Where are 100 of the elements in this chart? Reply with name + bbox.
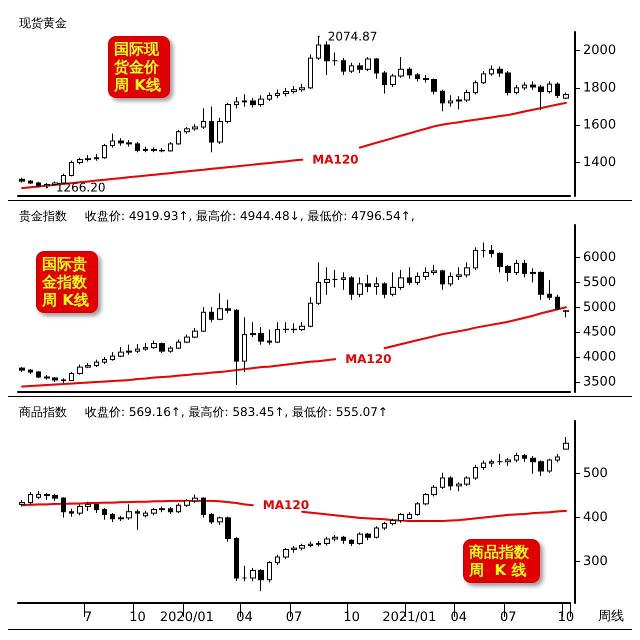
- y-tick-label: 300: [583, 554, 608, 569]
- candlestick: [217, 117, 223, 144]
- x-tick-label: 2021/01: [382, 610, 436, 625]
- candlestick: [390, 73, 396, 88]
- candlestick: [448, 476, 453, 491]
- candlestick: [209, 106, 214, 153]
- candlestick: [250, 322, 256, 338]
- candlestick: [52, 376, 58, 383]
- candlestick: [36, 370, 41, 379]
- candlestick: [36, 490, 41, 500]
- candlestick: [464, 262, 470, 278]
- candlestick: [440, 472, 445, 490]
- chart-subtitle: 收盘价: 4919.93↑, 最高价: 4944.48↓, 最低价: 4796.54↑,: [85, 209, 415, 223]
- candlestick: [473, 464, 478, 480]
- candlestick: [522, 82, 527, 90]
- candlestick: [489, 244, 494, 258]
- annotation: 国际贵金指数周 K线: [36, 251, 98, 313]
- candlestick: [547, 458, 552, 474]
- chart-title: 贵金指数: [19, 209, 67, 223]
- candlestick: [225, 299, 231, 314]
- candlestick: [61, 496, 66, 518]
- candlestick: [258, 326, 264, 346]
- chart-subtitle: 收盘价: 569.16↑, 最高价: 583.45↑, 最低价: 555.07↑: [85, 405, 388, 419]
- y-tick-label: 4000: [583, 350, 616, 365]
- candlestick: [497, 453, 503, 466]
- candlestick: [77, 504, 83, 516]
- candlestick: [28, 492, 33, 505]
- candlestick: [85, 362, 91, 369]
- candlestick: [168, 346, 173, 354]
- y-tick-label: 5000: [583, 300, 616, 315]
- candlestick: [489, 459, 494, 468]
- candlestick: [28, 180, 33, 185]
- candlestick: [19, 177, 25, 184]
- candlestick: [324, 536, 330, 546]
- candlestick: [258, 94, 264, 108]
- candlestick: [505, 457, 511, 466]
- candlestick: [555, 453, 560, 463]
- candlestick: [118, 515, 124, 522]
- candlestick: [440, 269, 445, 290]
- candlestick: [110, 512, 115, 522]
- candlestick: [118, 138, 124, 146]
- candlestick: [530, 456, 536, 474]
- candlestick: [316, 262, 321, 306]
- candlestick: [168, 141, 173, 152]
- candlestick: [555, 82, 560, 99]
- candlestick: [407, 66, 412, 80]
- candlestick: [481, 242, 486, 258]
- candlestick: [143, 510, 148, 518]
- candlestick: [201, 108, 206, 130]
- candlestick: [440, 89, 445, 112]
- candlestick: [538, 84, 544, 110]
- candlestick: [365, 274, 371, 293]
- candlestick: [267, 92, 272, 102]
- candlestick: [69, 508, 74, 518]
- candlestick: [398, 512, 404, 524]
- candlestick: [555, 294, 560, 310]
- candlestick: [341, 272, 346, 290]
- candlestick: [407, 266, 412, 286]
- candlestick: [514, 259, 519, 276]
- chart-title: 商品指数: [19, 405, 67, 419]
- candlestick: [299, 84, 305, 92]
- candlestick: [209, 512, 214, 525]
- candlestick: [390, 518, 396, 526]
- candlestick: [374, 276, 379, 296]
- candlestick: [94, 502, 99, 514]
- y-tick-label: 2000: [583, 43, 616, 58]
- candlestick: [456, 96, 462, 110]
- annotation: 商品指数周 K 线: [463, 539, 540, 583]
- candlestick: [415, 272, 420, 286]
- candlestick: [464, 89, 470, 102]
- candlestick: [184, 334, 190, 344]
- candlestick: [234, 308, 239, 386]
- candlestick: [349, 276, 354, 300]
- candlestick: [522, 453, 527, 462]
- candlestick: [291, 86, 297, 94]
- candlestick: [390, 272, 396, 297]
- candlestick: [514, 452, 519, 463]
- candlestick: [324, 266, 330, 296]
- candlestick: [299, 322, 305, 332]
- candlestick: [365, 56, 371, 72]
- candlestick: [201, 496, 206, 518]
- candlestick: [85, 501, 91, 512]
- candlestick: [275, 554, 280, 566]
- candlestick: [456, 266, 462, 280]
- candlestick: [283, 322, 289, 334]
- x-tick-label: 07: [286, 610, 302, 625]
- candlestick: [126, 344, 132, 356]
- candlestick: [382, 70, 387, 94]
- candlestick: [77, 364, 83, 376]
- y-tick-label: 1800: [583, 80, 616, 96]
- annotation: 国际现货金价周 K线: [108, 36, 170, 98]
- candlestick: [192, 494, 198, 504]
- candlestick: [102, 507, 107, 520]
- candlestick: [267, 329, 272, 346]
- candlestick: [431, 264, 437, 276]
- candlestick: [52, 493, 58, 502]
- y-tick-label: 500: [583, 466, 608, 482]
- candlestick: [283, 87, 289, 97]
- candlestick: [332, 534, 338, 542]
- text: 周线: [598, 608, 624, 625]
